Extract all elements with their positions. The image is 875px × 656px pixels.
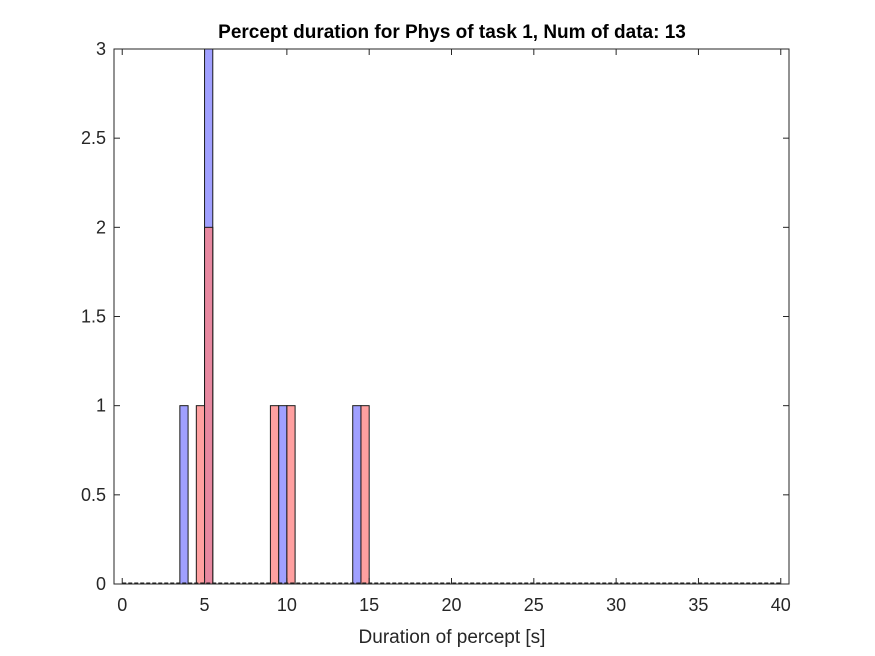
plot-area xyxy=(114,49,789,584)
y-tick-label: 0 xyxy=(96,574,106,594)
bar-series-2-bin-4 xyxy=(286,405,296,585)
x-axis-label: Duration of percept [s] xyxy=(359,627,546,648)
x-tick-label: 40 xyxy=(771,595,791,615)
bar-series-1-bin-3 xyxy=(278,405,288,585)
x-tick-label: 5 xyxy=(200,595,210,615)
bar-series-2-bin-5 xyxy=(360,405,370,585)
bar-series-2-bin-3 xyxy=(269,405,280,585)
bar-series-2-bin-2 xyxy=(204,226,214,585)
x-tick-label: 20 xyxy=(441,595,461,615)
bars-layer xyxy=(179,48,370,585)
x-tick-label: 10 xyxy=(277,595,297,615)
y-tick-label: 3 xyxy=(96,39,106,59)
bar-series-2-bin-1 xyxy=(195,405,206,585)
y-tick-label: 1 xyxy=(96,396,106,416)
x-tick-label: 30 xyxy=(606,595,626,615)
y-tick-label: 1.5 xyxy=(81,307,106,327)
y-tick-label: 2 xyxy=(96,217,106,237)
bar-series-1-bin-4 xyxy=(352,405,362,585)
x-tick-label: 35 xyxy=(688,595,708,615)
x-tick-label: 25 xyxy=(524,595,544,615)
x-tick-label: 15 xyxy=(359,595,379,615)
bar-series-1-bin-1 xyxy=(179,405,189,585)
x-tick-label: 0 xyxy=(117,595,127,615)
y-tick-label: 0.5 xyxy=(81,485,106,505)
y-tick-label: 2.5 xyxy=(81,128,106,148)
chart-title: Percept duration for Phys of task 1, Num… xyxy=(218,22,686,43)
x-ticks: 0 5 10 15 20 25 30 35 40 xyxy=(117,49,791,615)
y-ticks: 0 0.5 1 1.5 2 2.5 3 xyxy=(81,39,789,594)
